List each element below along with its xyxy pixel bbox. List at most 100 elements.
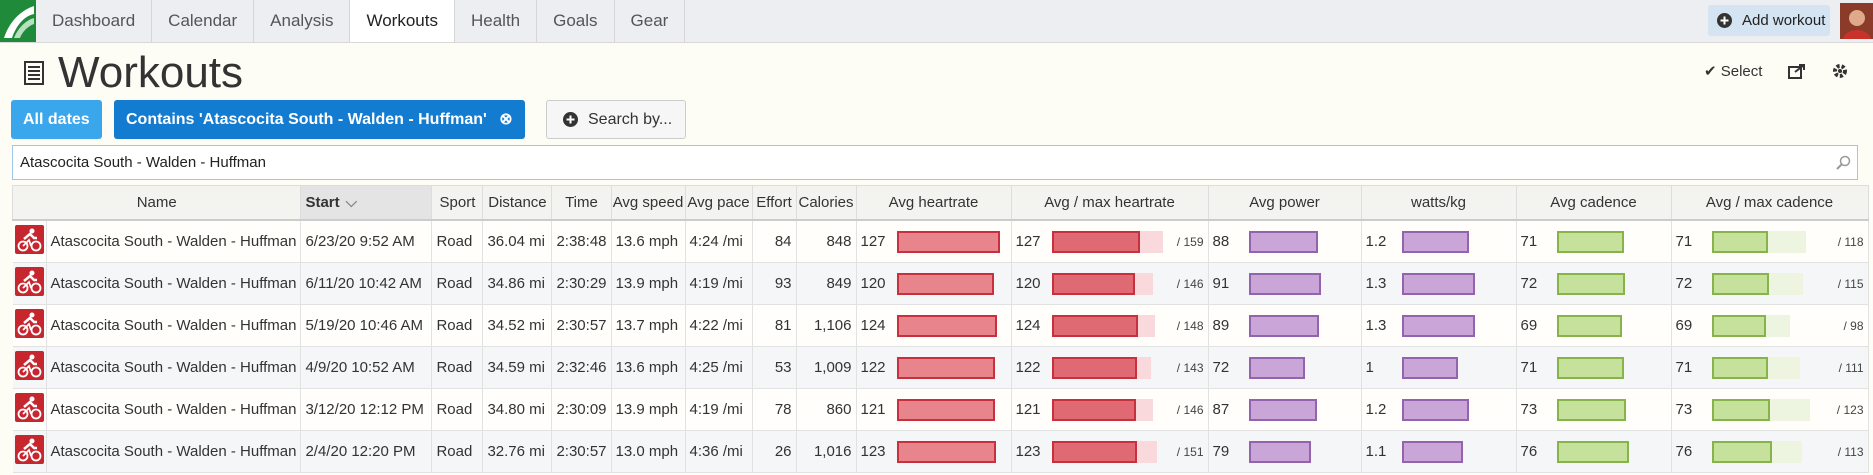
column-header[interactable]: Avg heartrate [855,185,1012,221]
max-label: / 148 [1176,318,1204,333]
bar-cell: 69 / 98 [1676,314,1864,337]
nav-item[interactable]: Analysis [254,0,351,42]
column-header[interactable]: Calories [795,185,857,221]
bar-track [1051,272,1154,295]
cell-value: 69 [1520,317,1538,334]
cell: 34.80 mi [482,388,553,431]
cell: 93 [752,262,797,305]
bar-cell: 72 [1213,356,1357,379]
select-button[interactable]: ✔ Select [1704,63,1763,80]
nav-item[interactable]: Calendar [152,0,255,42]
cell-value: 72 [1520,275,1538,292]
export-icon[interactable] [1788,63,1806,79]
nav-item[interactable]: Workouts [350,0,455,42]
bar [1556,230,1624,253]
avg-bar [1051,314,1139,337]
bar-cell: 71 / 118 [1676,230,1864,253]
sport-icon [14,393,44,422]
avatar[interactable] [1840,3,1873,39]
column-header[interactable]: Time [551,185,612,221]
cell: Atascocita South - Walden - Huffman [46,346,302,389]
column-header[interactable]: watts/kg [1360,185,1517,221]
bar-cell: 88 [1213,230,1357,253]
cell: 4:36 /mi [685,430,753,473]
column-header[interactable]: Start ⌵ [300,185,433,221]
cell [12,346,47,389]
bar-cell: 89 [1213,314,1357,337]
cell: 79 [1208,430,1362,473]
cell: 4:24 /mi [685,220,753,263]
bar [1556,398,1626,421]
bar-cell: 69 [1520,314,1667,337]
cell: 91 [1208,262,1362,305]
cell: 73 [1516,388,1672,431]
column-header[interactable]: Avg cadence [1515,185,1672,221]
cell-value: 121 [860,401,886,418]
column-header[interactable]: Avg pace [684,185,753,221]
table-row[interactable]: Atascocita South - Walden - Huffman 2/4/2… [12,430,1869,473]
avg-bar [1711,356,1769,379]
nav-item[interactable]: Health [455,0,538,42]
cell: 2:30:57 [551,430,612,473]
max-label: / 115 [1837,276,1864,291]
bar-cell: 72 [1520,272,1667,295]
cell: 13.0 mph [611,430,686,473]
cell: 1 [1361,346,1517,389]
filter-chip[interactable]: All dates [11,100,102,139]
cell-value: 72 [1675,275,1693,292]
sport-icon [14,225,44,254]
column-header[interactable]: Distance [482,185,553,221]
nav-bar: Dashboard Calendar Analysis Workouts Hea… [0,0,1873,43]
bar-cell: 73 [1521,398,1667,421]
cell: Road [431,262,484,305]
settings-icon[interactable] [1832,63,1848,79]
bar-cell: 72 / 115 [1675,272,1864,295]
table-row[interactable]: Atascocita South - Walden - Huffman 6/11/… [12,262,1869,305]
column-header[interactable]: Avg / max heartrate [1010,185,1209,221]
cell [12,262,47,305]
bar-cell: 127 / 159 [1016,230,1204,253]
column-header[interactable]: Sport [431,185,484,221]
plus-icon [563,112,578,127]
bar-cell: 127 [861,230,1007,253]
column-header[interactable]: Avg speed [610,185,686,221]
cell: 124 [856,304,1012,347]
cell: 2:32:46 [551,346,612,389]
bar-track [1051,440,1157,463]
cell: 89 [1208,304,1362,347]
cell [12,220,47,263]
cell: 1.3 [1361,262,1517,305]
bar-cell: 122 / 143 [1016,356,1204,379]
cell: 121 [856,388,1012,431]
filter-chip[interactable]: Contains 'Atascocita South - Walden - Hu… [114,100,525,139]
cell: 4:25 /mi [685,346,753,389]
column-header[interactable]: Avg power [1207,185,1362,221]
bar [1401,314,1475,337]
nav-item[interactable]: Goals [537,0,615,42]
column-header[interactable]: Name [11,185,302,221]
nav-item[interactable]: Dashboard [36,0,153,42]
cell: 88 [1208,220,1362,263]
cell: 26 [752,430,797,473]
search-by-button[interactable]: Search by... [546,100,686,139]
table-row[interactable]: Atascocita South - Walden - Huffman 3/12/… [12,388,1869,431]
add-workout-button[interactable]: Add workout [1708,5,1830,36]
table-icon [24,61,44,85]
search-input[interactable]: Atascocita South - Walden - Huffman [12,145,1858,180]
bar [1248,230,1319,253]
cell: 4:22 /mi [685,304,753,347]
cell: 76 [1516,430,1672,473]
nav-item[interactable]: Gear [615,0,686,42]
cell: 81 [752,304,797,347]
logo[interactable] [0,0,36,42]
table-row[interactable]: Atascocita South - Walden - Huffman 5/19/… [12,304,1869,347]
cell: 4:19 /mi [685,388,753,431]
table-row[interactable]: Atascocita South - Walden - Huffman 6/23/… [12,220,1869,263]
cell: Atascocita South - Walden - Huffman [46,430,302,473]
column-header[interactable]: Effort [751,185,797,221]
cell [12,388,47,431]
cell-value: 1.3 [1365,317,1387,334]
table-row[interactable]: Atascocita South - Walden - Huffman 4/9/2… [12,346,1869,389]
remove-icon[interactable]: ⊗ [499,111,513,128]
column-header[interactable]: Avg / max cadence [1670,185,1869,221]
